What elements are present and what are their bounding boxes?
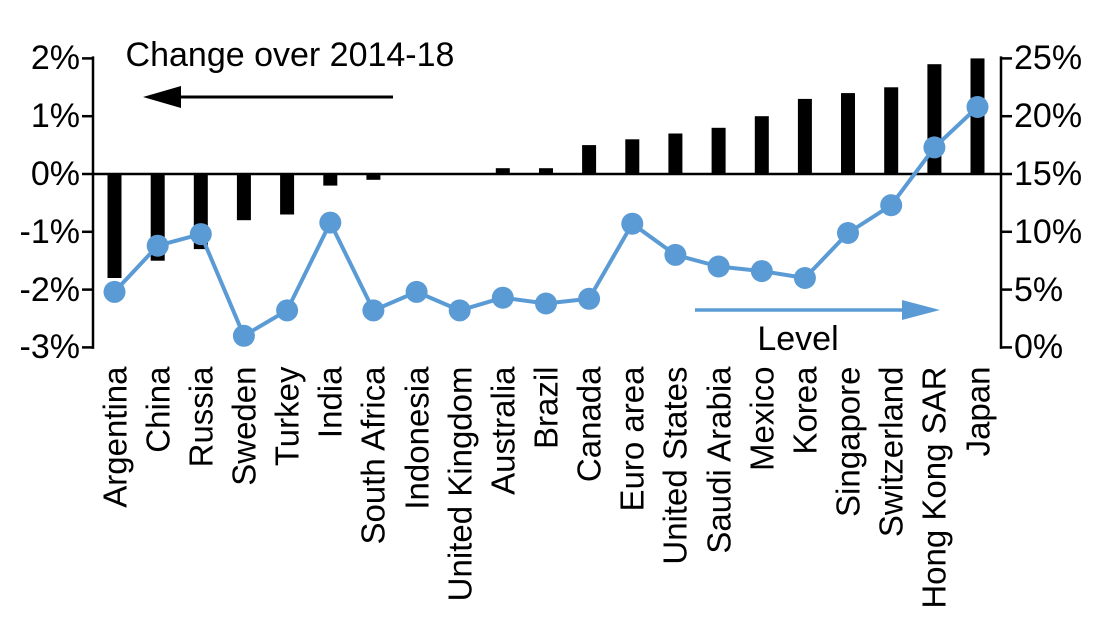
category-label-united-states: United States: [656, 366, 694, 565]
left-tick-label--3-: -3%: [19, 328, 80, 367]
category-label-euro-area: Euro area: [613, 366, 651, 511]
category-label-korea: Korea: [786, 366, 824, 455]
left-tick-label-1-: 1%: [30, 97, 80, 136]
category-label-indonesia: Indonesia: [398, 366, 436, 510]
category-label-united-kingdom: United Kingdom: [441, 366, 479, 601]
dot-united-states: [664, 243, 687, 266]
right-tick-label-5-: 5%: [1014, 270, 1064, 309]
dot-japan: [966, 96, 989, 118]
dot-hong-kong-sar: [923, 136, 946, 159]
bar-mexico: [754, 116, 769, 174]
bar-korea: [797, 98, 812, 174]
dot-china: [146, 234, 169, 257]
bar-argentina: [107, 174, 122, 278]
dot-turkey: [276, 299, 299, 322]
category-label-canada: Canada: [570, 366, 608, 482]
bar-euro-area: [625, 139, 640, 174]
left-tick-label-2-: 2%: [30, 39, 80, 78]
dot-euro-area: [621, 212, 644, 235]
dot-russia: [189, 223, 212, 246]
category-label-south-africa: South Africa: [354, 366, 392, 544]
category-label-argentina: Argentina: [96, 366, 133, 508]
right-tick-label-15-: 15%: [1014, 155, 1083, 193]
category-label-singapore: Singapore: [829, 366, 867, 517]
dot-united-kingdom: [448, 299, 471, 322]
dot-canada: [578, 287, 601, 310]
category-label-turkey: Turkey: [268, 366, 306, 466]
level-series-label: Level: [757, 320, 839, 358]
left-tick-label--1-: -1%: [19, 212, 80, 251]
right-tick-label-20-: 20%: [1014, 97, 1083, 136]
dot-argentina: [103, 280, 126, 303]
dot-switzerland: [880, 194, 903, 217]
category-label-china: China: [139, 366, 177, 453]
dot-indonesia: [405, 280, 428, 303]
category-label-japan: Japan: [959, 366, 996, 456]
category-label-india: India: [311, 366, 349, 438]
category-label-switzerland: Switzerland: [872, 366, 910, 537]
category-label-hong-kong-sar: Hong Kong SAR: [915, 366, 953, 609]
dot-brazil: [535, 292, 557, 315]
right-tick-label-10-: 10%: [1014, 212, 1083, 251]
bar-australia: [495, 168, 510, 174]
dot-south-africa: [362, 299, 385, 322]
bar-switzerland: [884, 87, 899, 174]
dot-korea: [793, 267, 816, 289]
bar-singapore: [841, 93, 855, 174]
bar-canada: [582, 145, 597, 174]
dot-saudi-arabia: [707, 255, 730, 278]
category-label-australia: Australia: [484, 366, 522, 495]
category-label-russia: Russia: [182, 366, 220, 467]
right-arrowhead-icon: [902, 300, 940, 320]
dot-australia: [491, 286, 514, 309]
left-arrowhead-icon: [143, 86, 181, 108]
category-label-brazil: Brazil: [527, 366, 565, 449]
dot-singapore: [837, 222, 859, 244]
dot-india: [319, 211, 342, 234]
category-label-saudi-arabia: Saudi Arabia: [700, 366, 738, 554]
left-tick-label--2-: -2%: [19, 270, 80, 309]
bar-south-africa: [366, 174, 381, 180]
bar-sweden: [236, 174, 251, 221]
bar-brazil: [539, 168, 553, 174]
dot-sweden: [232, 324, 255, 347]
right-tick-label-25-: 25%: [1014, 39, 1083, 78]
bar-saudi-arabia: [711, 127, 726, 174]
right-tick-label-0-: 0%: [1014, 328, 1064, 367]
dot-mexico: [750, 260, 773, 283]
left-tick-label-0-: 0%: [30, 155, 80, 193]
bar-turkey: [280, 174, 295, 215]
bar-united-states: [668, 133, 683, 174]
bar-india: [323, 174, 338, 186]
category-label-mexico: Mexico: [743, 366, 781, 471]
change-series-label: Change over 2014-18: [125, 36, 455, 74]
category-label-sweden: Sweden: [225, 366, 263, 486]
